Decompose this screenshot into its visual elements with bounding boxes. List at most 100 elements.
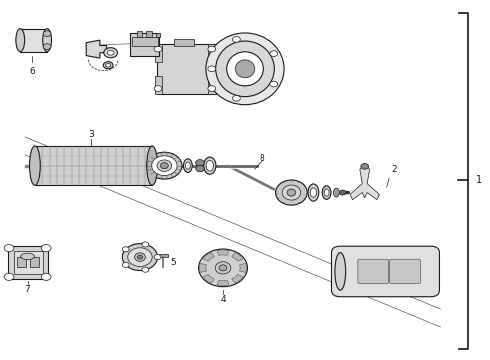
Circle shape — [154, 86, 162, 91]
Circle shape — [208, 66, 216, 72]
Bar — [132, 37, 158, 45]
Circle shape — [43, 44, 51, 49]
Ellipse shape — [275, 180, 307, 205]
Text: 4: 4 — [220, 295, 226, 304]
Ellipse shape — [310, 188, 317, 197]
Ellipse shape — [235, 60, 255, 78]
Circle shape — [270, 51, 278, 57]
Bar — [35, 146, 152, 185]
Ellipse shape — [147, 152, 182, 179]
Ellipse shape — [152, 156, 177, 176]
Ellipse shape — [157, 160, 171, 171]
FancyBboxPatch shape — [331, 246, 440, 297]
Polygon shape — [217, 250, 229, 255]
Ellipse shape — [21, 253, 34, 260]
Circle shape — [4, 273, 14, 280]
Ellipse shape — [215, 262, 231, 274]
Polygon shape — [199, 264, 206, 272]
FancyBboxPatch shape — [358, 259, 389, 284]
Ellipse shape — [206, 160, 214, 171]
Circle shape — [142, 242, 149, 247]
Text: 6: 6 — [29, 67, 35, 76]
Circle shape — [154, 46, 162, 52]
Circle shape — [106, 63, 111, 67]
Ellipse shape — [29, 146, 40, 185]
Ellipse shape — [324, 189, 329, 196]
Circle shape — [122, 262, 129, 267]
Ellipse shape — [138, 255, 143, 259]
Ellipse shape — [322, 186, 331, 199]
Bar — [30, 257, 39, 267]
Ellipse shape — [308, 184, 319, 201]
Circle shape — [104, 48, 118, 58]
Circle shape — [142, 267, 149, 272]
Text: 1: 1 — [476, 175, 482, 185]
Circle shape — [361, 163, 368, 169]
Circle shape — [208, 86, 216, 91]
Text: 2: 2 — [392, 165, 397, 174]
Ellipse shape — [198, 249, 247, 287]
Polygon shape — [203, 274, 214, 283]
Ellipse shape — [43, 29, 51, 51]
Ellipse shape — [333, 188, 339, 197]
Circle shape — [122, 247, 129, 252]
Bar — [8, 246, 48, 279]
Circle shape — [196, 159, 204, 166]
Bar — [20, 29, 47, 51]
Ellipse shape — [287, 189, 296, 196]
Ellipse shape — [147, 146, 158, 185]
Circle shape — [103, 62, 113, 69]
Circle shape — [41, 244, 51, 252]
Ellipse shape — [160, 163, 168, 169]
Circle shape — [41, 273, 51, 280]
Ellipse shape — [219, 265, 227, 271]
Ellipse shape — [227, 52, 263, 86]
Polygon shape — [203, 252, 214, 261]
Ellipse shape — [282, 185, 301, 200]
Polygon shape — [232, 252, 243, 261]
Circle shape — [270, 81, 278, 87]
Bar — [159, 254, 168, 257]
FancyBboxPatch shape — [390, 259, 420, 284]
Circle shape — [196, 165, 204, 172]
Polygon shape — [240, 264, 246, 272]
Ellipse shape — [206, 33, 284, 105]
Text: 8: 8 — [260, 154, 265, 163]
Circle shape — [345, 191, 349, 194]
Ellipse shape — [135, 253, 146, 261]
Circle shape — [4, 244, 14, 252]
Ellipse shape — [204, 157, 216, 174]
Bar — [156, 33, 160, 37]
Bar — [155, 44, 162, 62]
Bar — [155, 76, 162, 94]
Ellipse shape — [183, 159, 192, 172]
Polygon shape — [232, 274, 243, 283]
Text: 5: 5 — [171, 258, 176, 267]
Bar — [174, 39, 194, 45]
Circle shape — [232, 36, 240, 42]
Bar — [130, 33, 159, 56]
Bar — [208, 76, 216, 94]
Circle shape — [154, 255, 161, 260]
Bar — [147, 31, 152, 37]
Polygon shape — [86, 40, 107, 58]
Polygon shape — [217, 280, 229, 286]
Text: 7: 7 — [24, 285, 30, 294]
Text: 3: 3 — [88, 130, 94, 139]
Ellipse shape — [335, 253, 345, 290]
Polygon shape — [350, 164, 379, 200]
Ellipse shape — [185, 162, 190, 169]
Circle shape — [43, 31, 51, 37]
Bar — [208, 44, 216, 62]
Circle shape — [339, 190, 346, 195]
Bar — [17, 257, 25, 267]
Circle shape — [208, 46, 216, 52]
Ellipse shape — [128, 248, 152, 266]
Bar — [14, 251, 43, 274]
Ellipse shape — [122, 244, 158, 271]
Circle shape — [232, 95, 240, 101]
Ellipse shape — [16, 29, 24, 51]
Bar — [137, 31, 143, 37]
Circle shape — [107, 50, 114, 55]
Bar — [157, 44, 216, 94]
